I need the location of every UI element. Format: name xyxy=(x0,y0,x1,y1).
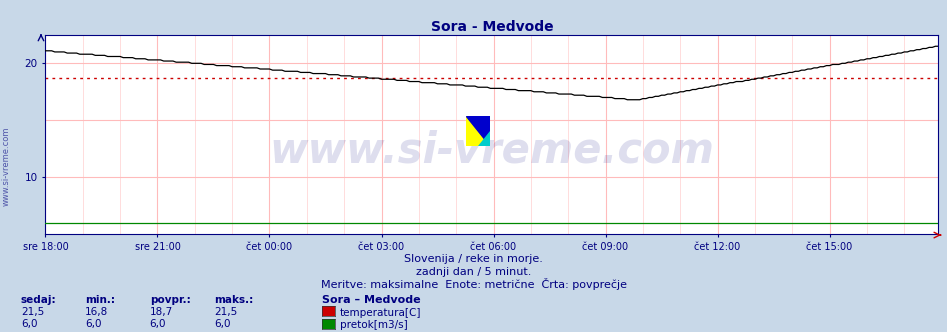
Text: 6,0: 6,0 xyxy=(21,319,37,329)
Text: zadnji dan / 5 minut.: zadnji dan / 5 minut. xyxy=(416,267,531,277)
Text: www.si-vreme.com: www.si-vreme.com xyxy=(270,129,714,171)
Text: sedaj:: sedaj: xyxy=(21,295,57,305)
Text: www.si-vreme.com: www.si-vreme.com xyxy=(1,126,10,206)
Text: Meritve: maksimalne  Enote: metrične  Črta: povprečje: Meritve: maksimalne Enote: metrične Črta… xyxy=(320,278,627,290)
Text: Slovenija / reke in morje.: Slovenija / reke in morje. xyxy=(404,254,543,264)
Text: 16,8: 16,8 xyxy=(85,307,109,317)
Polygon shape xyxy=(466,116,490,146)
Text: Sora – Medvode: Sora – Medvode xyxy=(322,295,420,305)
Text: min.:: min.: xyxy=(85,295,116,305)
Text: temperatura[C]: temperatura[C] xyxy=(340,308,421,318)
Text: 21,5: 21,5 xyxy=(214,307,238,317)
Text: 6,0: 6,0 xyxy=(214,319,230,329)
Text: maks.:: maks.: xyxy=(214,295,253,305)
Polygon shape xyxy=(478,131,490,146)
Text: 18,7: 18,7 xyxy=(150,307,173,317)
Text: pretok[m3/s]: pretok[m3/s] xyxy=(340,320,408,330)
Text: 6,0: 6,0 xyxy=(85,319,101,329)
Title: Sora - Medvode: Sora - Medvode xyxy=(431,20,553,34)
Text: 21,5: 21,5 xyxy=(21,307,45,317)
Text: povpr.:: povpr.: xyxy=(150,295,190,305)
Polygon shape xyxy=(466,116,490,146)
Text: 6,0: 6,0 xyxy=(150,319,166,329)
